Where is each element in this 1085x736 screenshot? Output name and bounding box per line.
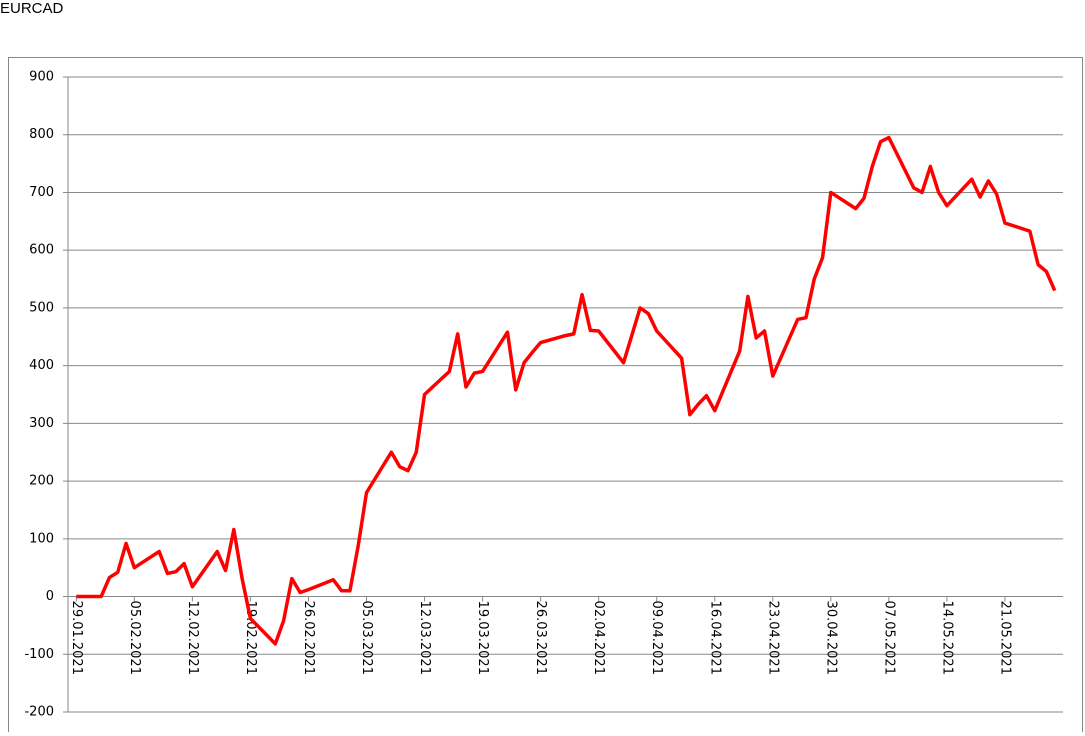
x-tick-label: 30.04.2021 <box>823 601 838 675</box>
chart-title: EURCAD <box>0 0 64 17</box>
y-tick-label: 0 <box>46 589 54 604</box>
y-tick-label: 800 <box>29 127 54 142</box>
x-tick-label: 23.04.2021 <box>765 601 780 675</box>
x-tick-label: 26.03.2021 <box>533 601 548 675</box>
y-tick-label: 700 <box>29 185 54 200</box>
x-tick-label: 14.05.2021 <box>939 601 954 675</box>
x-tick-label: 05.02.2021 <box>127 601 142 675</box>
y-tick-label: 200 <box>29 474 54 489</box>
x-tick-label: 26.02.2021 <box>301 601 316 675</box>
chart-frame <box>8 57 1083 736</box>
x-tick-label: 12.03.2021 <box>417 601 432 675</box>
y-tick-label: -200 <box>24 705 54 720</box>
x-tick-label: 29.01.2021 <box>69 601 84 675</box>
x-tick-label: 21.05.2021 <box>997 601 1012 675</box>
y-tick-label: 600 <box>29 243 54 258</box>
x-tick-label: 07.05.2021 <box>881 601 896 675</box>
y-tick-label: 500 <box>29 300 54 315</box>
x-tick-label: 19.03.2021 <box>475 601 490 675</box>
x-tick-label: 09.04.2021 <box>649 601 664 675</box>
line-series <box>76 135 1057 646</box>
x-tick-label: 02.04.2021 <box>591 601 606 675</box>
x-tick-label: 12.02.2021 <box>185 601 200 675</box>
x-tick-label: 16.04.2021 <box>707 601 722 675</box>
y-tick-label: 300 <box>29 416 54 431</box>
x-tick-label: 19.02.2021 <box>243 601 258 675</box>
x-tick-label: 05.03.2021 <box>359 601 374 675</box>
y-tick-label: -100 <box>24 647 54 662</box>
y-tick-label: 400 <box>29 358 54 373</box>
y-tick-label: 100 <box>29 531 54 546</box>
y-tick-label: 900 <box>29 70 54 85</box>
